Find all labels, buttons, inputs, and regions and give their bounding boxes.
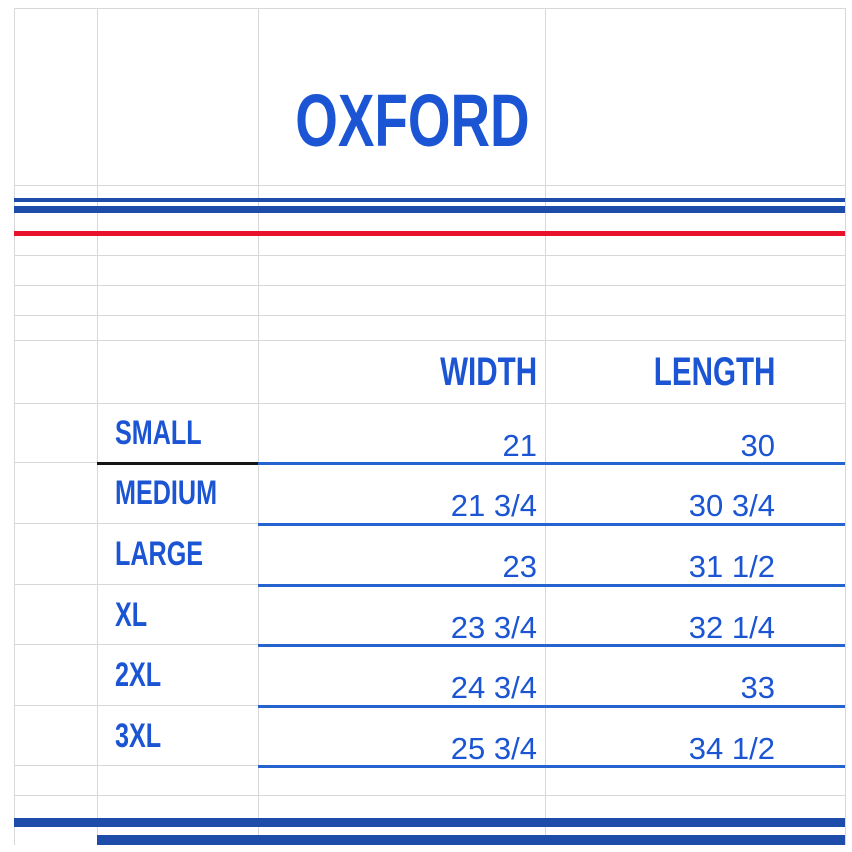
blue-underline [258,523,845,526]
gridline-horizontal [14,185,845,186]
column-header-width[interactable]: WIDTH [440,350,537,394]
gridline-horizontal [14,523,258,524]
gridline-horizontal [14,403,845,404]
size-label-3xl[interactable]: 3XL [115,717,162,755]
width-value-2xl[interactable]: 24 3/4 [450,670,537,705]
size-label-2xl[interactable]: 2XL [115,656,162,694]
blue-underline [258,584,845,587]
gridline-horizontal [14,644,258,645]
blue-underline [258,644,845,647]
blue-underline [258,462,845,465]
size-label-large[interactable]: LARGE [115,535,204,573]
length-value-small[interactable]: 30 [740,428,775,463]
sheet-title: OXFORD [295,79,530,162]
blue-border-band [14,198,845,202]
width-value-3xl[interactable]: 25 3/4 [450,731,537,766]
blue-underline [258,765,845,768]
width-value-small[interactable]: 21 [502,428,537,463]
gridline-vertical [97,8,98,845]
size-label-xl[interactable]: XL [115,596,148,634]
gridline-vertical [14,8,15,845]
black-underline [97,462,258,465]
width-value-xl[interactable]: 23 3/4 [450,610,537,645]
length-value-xl[interactable]: 32 1/4 [688,610,775,645]
gridline-horizontal [14,795,845,796]
gridline-horizontal [14,705,258,706]
blue-border-band [14,818,845,827]
gridline-vertical [258,8,259,845]
gridline-horizontal [14,315,845,316]
gridline-horizontal [14,765,258,766]
gridline-vertical [545,8,546,845]
size-label-small[interactable]: SMALL [115,414,202,452]
gridline-horizontal [14,340,845,341]
red-border-band [14,231,845,236]
blue-border-band [14,206,845,213]
width-value-large[interactable]: 23 [502,549,537,584]
gridline-horizontal [14,8,845,9]
gridline-horizontal [14,285,845,286]
size-label-medium[interactable]: MEDIUM [115,474,218,512]
gridline-horizontal [14,462,97,463]
length-value-medium[interactable]: 30 3/4 [688,488,775,523]
length-value-large[interactable]: 31 1/2 [688,549,775,584]
gridline-vertical [845,8,846,845]
blue-border-band [97,835,845,845]
gridline-horizontal [14,584,258,585]
length-value-3xl[interactable]: 34 1/2 [688,731,775,766]
width-value-medium[interactable]: 21 3/4 [450,488,537,523]
gridline-horizontal [14,255,845,256]
length-value-2xl[interactable]: 33 [740,670,775,705]
column-header-length[interactable]: LENGTH [653,350,775,394]
blue-underline [258,705,845,708]
